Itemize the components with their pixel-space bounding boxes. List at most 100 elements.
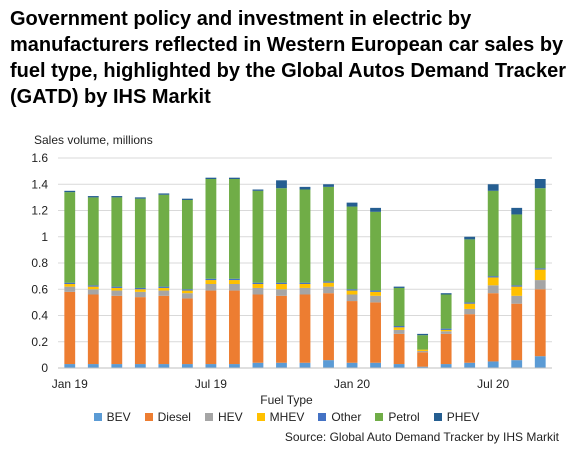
bar-segment-mhev (370, 291, 381, 296)
bar-segment-other (440, 328, 452, 330)
bar-segment-petrol (229, 179, 240, 279)
bar-segment-hev (276, 289, 287, 296)
bar-segment-petrol (534, 188, 546, 269)
bar-segment-other (158, 286, 170, 288)
bar-segment-diesel (252, 294, 264, 363)
legend-item-mhev: MHEV (256, 410, 305, 424)
bar-segment-phev (346, 202, 358, 207)
bar-segment-mhev (158, 287, 170, 291)
bar-segment-diesel (299, 294, 311, 363)
bar-stack-apr-20 (417, 333, 429, 368)
bar-segment-hev (229, 284, 240, 291)
bar-segment-mhev (181, 290, 193, 294)
bar-segment-phev (252, 189, 264, 191)
bar-segment-other (487, 276, 499, 278)
bar-segment-hev (417, 350, 429, 353)
legend-label: Other (331, 410, 362, 424)
bar-segment-phev (276, 180, 287, 189)
bar-segment-other (393, 326, 405, 328)
bar-segment-mhev (134, 289, 146, 292)
bar-segment-other (181, 289, 193, 291)
bar-segment-mhev (487, 277, 499, 286)
bar-segment-petrol (464, 239, 476, 303)
bar-segment-other (276, 282, 287, 284)
bar-segment-petrol (276, 188, 287, 283)
bar-segment-phev (487, 184, 499, 191)
bar-segment-hev (134, 291, 146, 298)
bar-segment-bev (276, 362, 287, 368)
bar-segment-diesel (534, 289, 546, 357)
bar-segment-mhev (64, 284, 76, 287)
bar-segment-mhev (417, 349, 429, 351)
bar-segment-hev (181, 293, 193, 299)
bar-segment-petrol (487, 190, 499, 277)
bar-segment-bev (134, 364, 146, 368)
legend-swatch (93, 413, 102, 421)
legend-label: MHEV (269, 410, 305, 424)
bar-segment-bev (229, 364, 240, 368)
bar-segment-bev (346, 362, 358, 368)
legend-item-bev: BEV (93, 410, 131, 424)
bar-segment-hev (64, 286, 76, 292)
bar-segment-petrol (417, 335, 429, 350)
bar-segment-other (64, 282, 76, 284)
bar-segment-hev (346, 294, 358, 302)
chart-title: Government policy and investment in elec… (10, 8, 567, 108)
bar-stack-jan-19 (64, 190, 76, 368)
bar-segment-diesel (181, 298, 193, 365)
bar-segment-bev (417, 366, 429, 368)
bar-segment-diesel (511, 303, 523, 361)
bar-segment-hev (205, 284, 217, 291)
bar-segment-hev (440, 331, 452, 334)
bar-segment-bev (440, 364, 452, 368)
bar-stack-aug-19 (229, 177, 240, 368)
legend-label: Petrol (388, 410, 420, 424)
bar-segment-phev (181, 198, 193, 200)
legend-swatch (204, 413, 213, 421)
bar-segment-hev (299, 287, 311, 295)
bar-segment-bev (205, 364, 217, 368)
y-tick-label: 0.8 (31, 256, 48, 270)
bar-segment-phev (417, 333, 429, 336)
bar-stack-jul-20 (487, 184, 499, 368)
bar-stack-feb-20 (370, 207, 381, 368)
legend-item-other: Other (318, 410, 361, 424)
bar-segment-bev (534, 356, 546, 368)
bar-segment-bev (393, 364, 405, 368)
bar-segment-hev (252, 287, 264, 295)
bar-segment-mhev (205, 280, 217, 284)
bar-stack-dec-19 (323, 184, 334, 368)
bar-segment-hev (534, 280, 546, 290)
bar-segment-mhev (440, 329, 452, 332)
bar-segment-phev (229, 177, 240, 179)
bar-segment-other (534, 268, 546, 270)
bar-stack-apr-19 (134, 197, 146, 368)
bar-segment-other (511, 285, 523, 287)
bar-segment-bev (299, 362, 311, 368)
legend-label: HEV (217, 410, 243, 424)
bar-segment-bev (370, 362, 381, 368)
legend-label: BEV (106, 410, 131, 424)
bar-segment-hev (370, 295, 381, 303)
bar-segment-mhev (111, 287, 123, 291)
bar-segment-petrol (134, 198, 146, 288)
bar-segment-phev (134, 197, 146, 199)
bar-segment-petrol (181, 200, 193, 290)
bar-segment-petrol (511, 214, 523, 286)
bar-segment-mhev (534, 269, 546, 281)
bar-segment-diesel (276, 295, 287, 363)
bar-segment-bev (87, 364, 99, 368)
bar-segment-diesel (370, 302, 381, 363)
legend-swatch (256, 413, 265, 421)
bar-stack-jul-19 (205, 177, 217, 368)
source-note: Source: Global Auto Demand Tracker by IH… (284, 430, 559, 444)
bar-segment-phev (511, 207, 523, 215)
bar-segment-hev (87, 289, 99, 295)
bar-stack-jun-20 (464, 236, 476, 368)
bar-segment-bev (158, 364, 170, 368)
bar-stack-oct-19 (276, 180, 287, 368)
bar-segment-other (111, 286, 123, 288)
bar-segment-diesel (64, 291, 76, 365)
y-tick-label: 0.2 (31, 335, 48, 349)
bar-segment-diesel (487, 293, 499, 362)
